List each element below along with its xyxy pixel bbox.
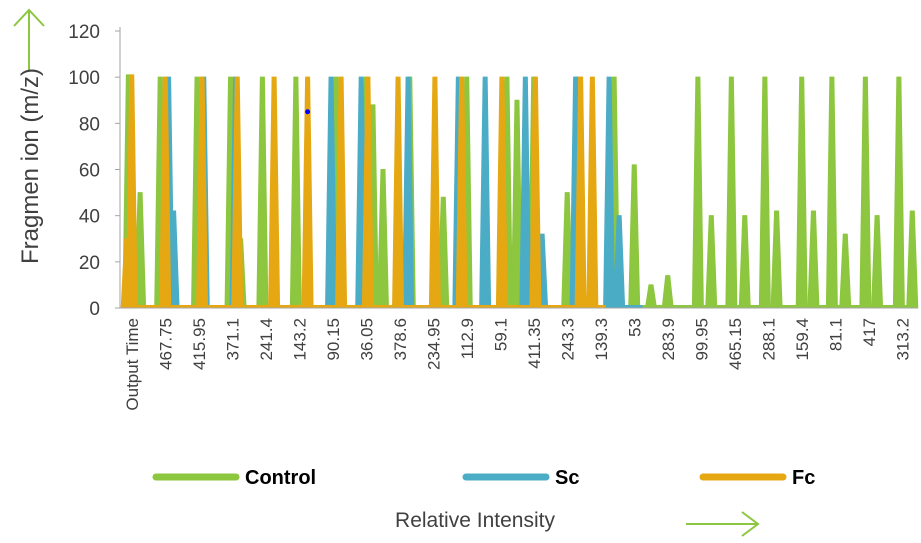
x-tick-label: 411.35 [525,318,544,369]
peak-control-26 [725,76,738,309]
plot-area [120,74,919,309]
legend-item-sc: Sc [462,467,579,489]
x-axis-label: Relative Intensity [395,509,555,532]
x-tick-label: 417 [860,318,879,346]
y-tick-label: 80 [79,114,100,135]
x-tick-label: 313.2 [894,318,913,361]
y-axis-arrow-icon [13,8,45,70]
peak-control-23 [661,275,674,309]
axes [115,27,918,309]
x-tick-label: 36.05 [358,318,377,361]
peak-sc-9 [519,76,532,309]
peak-control-29 [770,210,783,309]
x-tick-label: 159.4 [793,318,812,361]
x-tick-label: 371.1 [224,318,243,361]
peak-control-35 [871,215,884,309]
legend-label: Control [245,467,316,489]
x-tick-label: 241.4 [257,318,276,361]
legend-label: Fc [792,467,815,489]
peak-fc-15 [586,76,599,309]
peak-control-37 [906,210,919,309]
x-tick-label: 139.3 [592,318,611,361]
x-tick-label: 53 [626,318,645,337]
legend-item-fc: Fc [699,467,815,489]
peak-control-6 [256,76,269,309]
x-tick-label: 415.95 [190,318,209,370]
legend: Control Sc Fc [152,467,815,489]
peak-control-32 [825,76,838,309]
x-tick-label: 243.3 [559,318,578,361]
y-tick-label: 100 [68,68,100,89]
peak-control-21 [628,164,641,309]
y-axis-label: Fragmen ion (m/z) [17,68,44,264]
annotation-point-0 [305,109,311,115]
y-tick-label: 60 [79,161,100,182]
y-tick-label: 40 [79,207,100,228]
x-tick-label: 90.15 [324,318,343,361]
peak-control-33 [839,233,852,309]
peak-control-36 [892,76,905,309]
peak-fc-5 [268,76,281,309]
legend-label: Sc [555,467,579,489]
x-axis-arrow-icon [686,511,760,537]
y-tick-label: 0 [89,299,100,320]
peak-control-31 [807,210,820,309]
peak-control-34 [859,76,872,309]
x-tick-label: Output Time [123,318,142,411]
x-tick-labels: Output Time 467.75 415.95 371.1 241.4 143.2 90… [123,318,913,411]
peak-control-24 [691,76,704,309]
series-fc [120,74,606,309]
peak-fc-10 [428,76,441,309]
peak-sc-8 [479,76,492,309]
legend-item-control: Control [152,467,316,489]
y-tick-label: 20 [79,253,100,274]
peak-control-11 [376,169,389,309]
peak-fc-9 [392,76,405,309]
y-tick-labels: 0 20 40 60 80 100 120 [68,22,100,320]
x-tick-label: 283.9 [659,318,678,361]
x-tick-label: 59.1 [492,318,511,351]
x-tick-label: 288.1 [760,318,779,361]
peak-control-7 [289,76,302,309]
peak-control-27 [738,215,751,309]
x-tick-label: 234.95 [425,318,444,370]
peak-control-28 [758,76,771,309]
peak-control-25 [705,215,718,309]
x-tick-label: 112.9 [458,318,477,359]
peak-control-30 [795,76,808,309]
peak-control-22 [644,284,658,309]
x-tick-label: 143.2 [291,318,310,361]
x-tick-label: 467.75 [157,318,176,370]
x-tick-label: 378.6 [391,318,410,361]
y-tick-label: 120 [68,22,100,43]
x-tick-label: 465.15 [726,318,745,370]
x-tick-label: 81.1 [827,318,846,351]
x-tick-label: 99.95 [693,318,712,361]
